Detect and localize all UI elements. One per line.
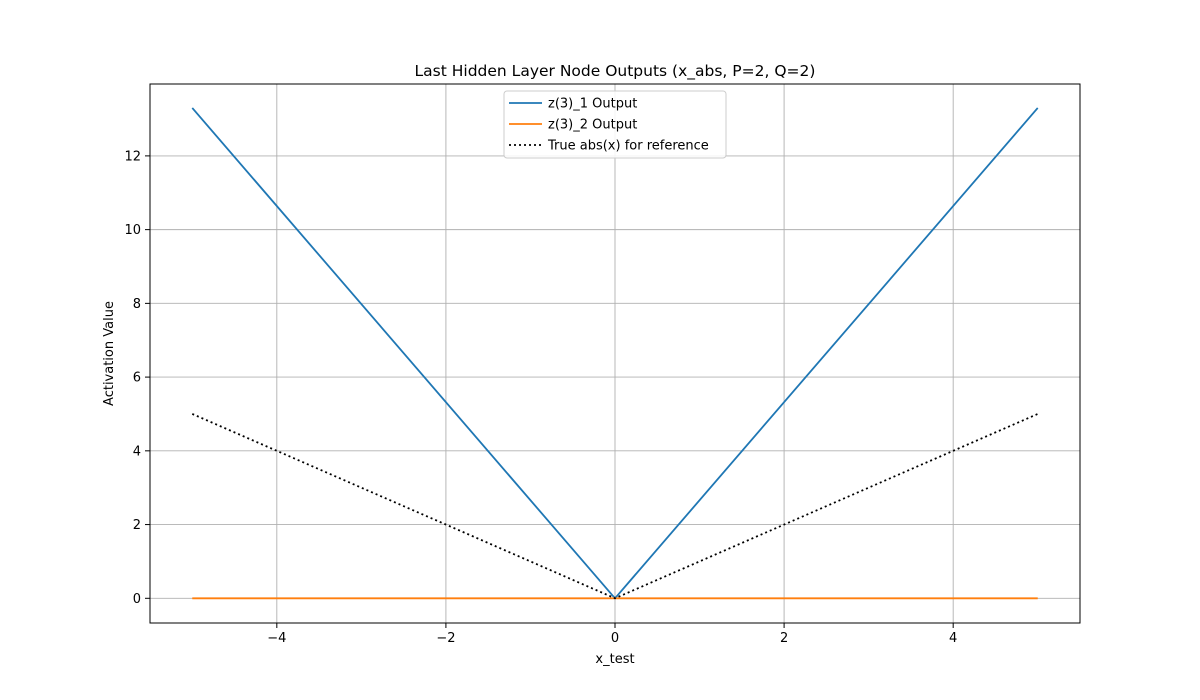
y-tick-label: 2 [133,518,141,533]
legend-box [503,90,727,159]
x-axis-label: x_test [595,652,634,667]
y-tick-label: 10 [124,223,141,238]
y-tick-label: 12 [124,149,141,164]
y-axis-label: Activation Value [102,301,117,406]
grid [150,84,1080,623]
series-line-3 [191,413,1039,600]
y-tick-label: 4 [133,444,141,459]
chart-title: Last Hidden Layer Node Outputs (x_abs, P… [415,62,816,81]
legend-label-3: True abs(x) for reference [547,139,709,154]
legend-label-2: z(3)_2 Output [548,118,637,133]
legend: z(3)_1 Output z(3)_2 Output True abs(x) fo… [503,90,727,159]
x-tick-label: 2 [780,631,788,646]
y-tick-label: 0 [133,592,141,607]
x-tick-label: 0 [611,631,619,646]
x-tick-label: −4 [267,631,286,646]
x-tick-label: 4 [949,631,957,646]
y-tick-label: 8 [133,297,141,312]
ticks: −4 −2 0 2 4 0 2 4 6 8 10 12 [124,149,957,646]
series-lines [191,107,1039,600]
legend-label-1: z(3)_1 Output [548,97,637,112]
y-tick-label: 6 [133,371,141,386]
x-tick-label: −2 [436,631,455,646]
